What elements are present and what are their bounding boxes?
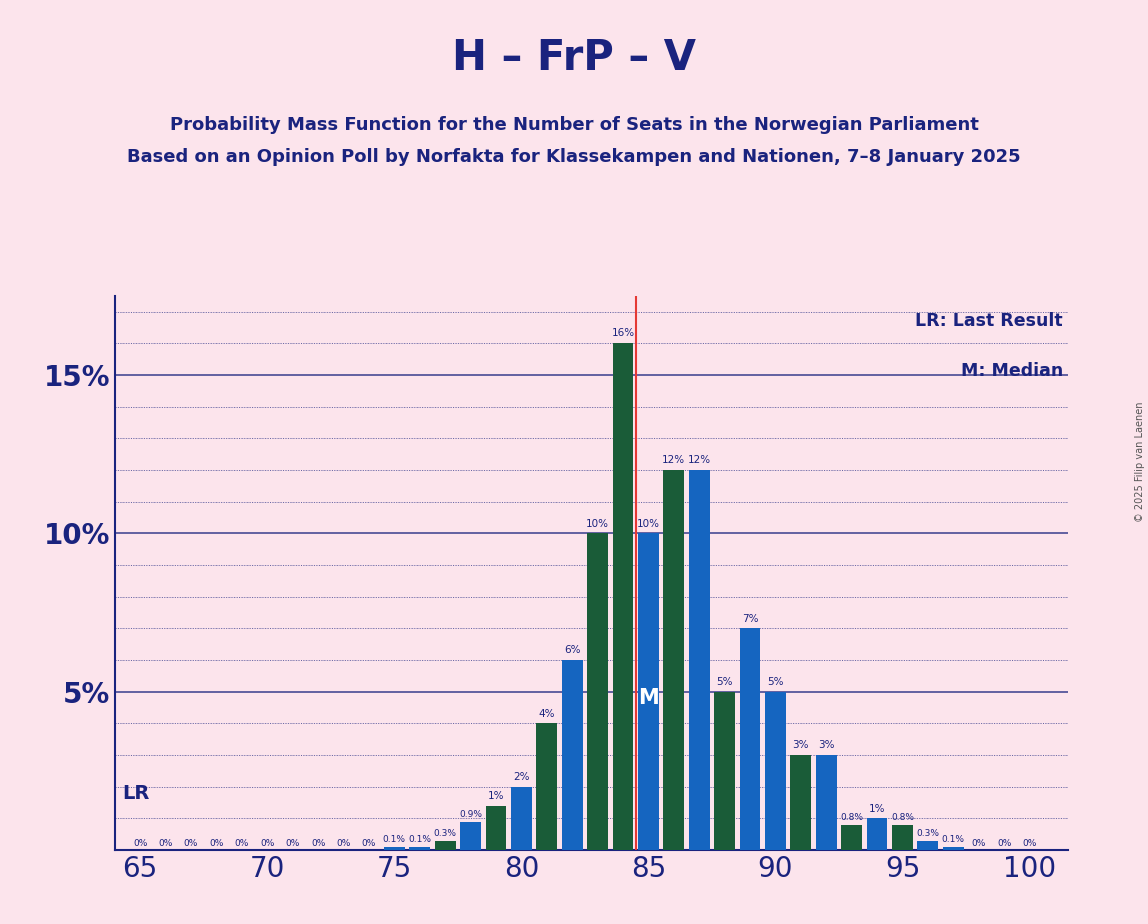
Bar — [511, 786, 532, 850]
Bar — [943, 847, 963, 850]
Text: 5%: 5% — [767, 677, 784, 687]
Bar — [739, 628, 760, 850]
Bar — [917, 841, 938, 850]
Bar — [410, 847, 430, 850]
Text: M: M — [638, 688, 659, 708]
Text: 3%: 3% — [819, 740, 835, 750]
Text: © 2025 Filip van Laenen: © 2025 Filip van Laenen — [1135, 402, 1145, 522]
Text: 0%: 0% — [209, 839, 224, 847]
Bar — [383, 847, 405, 850]
Bar — [765, 692, 786, 850]
Text: 16%: 16% — [612, 328, 635, 338]
Text: 3%: 3% — [792, 740, 809, 750]
Text: 0.3%: 0.3% — [916, 829, 939, 838]
Bar — [613, 343, 634, 850]
Text: 0.1%: 0.1% — [409, 835, 432, 845]
Text: M: Median: M: Median — [961, 362, 1063, 380]
Bar — [689, 470, 709, 850]
Bar — [486, 806, 506, 850]
Text: 0.3%: 0.3% — [434, 829, 457, 838]
Text: 0%: 0% — [158, 839, 173, 847]
Text: 0.8%: 0.8% — [840, 813, 863, 822]
Text: 4%: 4% — [538, 709, 554, 719]
Bar — [638, 533, 659, 850]
Text: 0%: 0% — [261, 839, 274, 847]
Text: 0%: 0% — [996, 839, 1011, 847]
Bar — [536, 723, 557, 850]
Text: 0.1%: 0.1% — [382, 835, 405, 845]
Text: 2%: 2% — [513, 772, 529, 782]
Text: 0%: 0% — [234, 839, 249, 847]
Bar — [664, 470, 684, 850]
Text: 0%: 0% — [184, 839, 199, 847]
Text: 12%: 12% — [688, 456, 711, 465]
Text: 1%: 1% — [488, 791, 504, 801]
Bar — [816, 755, 837, 850]
Text: 12%: 12% — [662, 456, 685, 465]
Text: 0%: 0% — [971, 839, 986, 847]
Text: 0%: 0% — [311, 839, 325, 847]
Bar — [714, 692, 735, 850]
Text: Probability Mass Function for the Number of Seats in the Norwegian Parliament: Probability Mass Function for the Number… — [170, 116, 978, 133]
Text: 0.9%: 0.9% — [459, 810, 482, 819]
Bar — [892, 825, 913, 850]
Text: H – FrP – V: H – FrP – V — [452, 37, 696, 79]
Bar — [867, 819, 887, 850]
Text: 6%: 6% — [564, 645, 581, 655]
Text: 10%: 10% — [637, 518, 660, 529]
Text: LR: Last Result: LR: Last Result — [915, 312, 1063, 330]
Bar — [460, 821, 481, 850]
Text: 10%: 10% — [587, 518, 610, 529]
Text: LR: LR — [123, 784, 149, 803]
Text: 7%: 7% — [742, 614, 759, 624]
Text: Based on an Opinion Poll by Norfakta for Klassekampen and Nationen, 7–8 January : Based on an Opinion Poll by Norfakta for… — [127, 148, 1021, 165]
Text: 0%: 0% — [133, 839, 147, 847]
Text: 5%: 5% — [716, 677, 732, 687]
Text: 0%: 0% — [1023, 839, 1037, 847]
Text: 1%: 1% — [869, 804, 885, 814]
Text: 0%: 0% — [286, 839, 300, 847]
Text: 0%: 0% — [336, 839, 350, 847]
Bar — [841, 825, 862, 850]
Bar — [587, 533, 608, 850]
Bar — [791, 755, 812, 850]
Bar — [435, 841, 456, 850]
Text: 0.8%: 0.8% — [891, 813, 914, 822]
Text: 0.1%: 0.1% — [941, 835, 964, 845]
Bar — [561, 660, 582, 850]
Text: 0%: 0% — [362, 839, 377, 847]
